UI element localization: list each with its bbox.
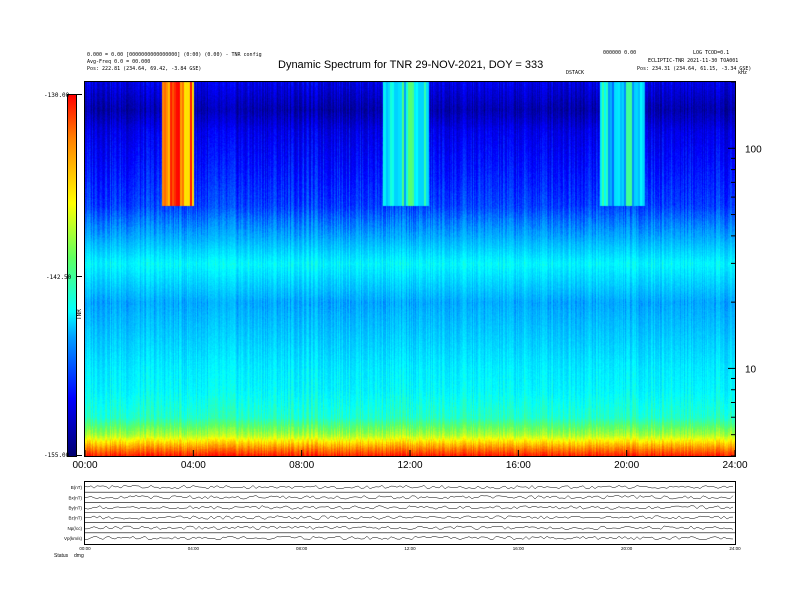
panel-trace-3 (84, 515, 734, 520)
panel-trace-2 (84, 505, 734, 510)
colorbar-tick-top (76, 94, 82, 95)
panel-x-tick-6: 24:00 (729, 546, 741, 551)
panel-x-tick-1: 04:00 (188, 546, 200, 551)
colorbar-bottom-label: -155.00 (44, 452, 70, 459)
meta-left-line-1: 0.000 = 0.00 [0000000000000000] (0:00) (… (87, 52, 262, 58)
footer-status-value: dmg (74, 553, 84, 559)
panel-trace-0 (84, 484, 734, 490)
colorbar-top-label: -130.00 (44, 92, 70, 99)
chart-title: Dynamic Spectrum for TNR 29-NOV-2021, DO… (278, 59, 544, 71)
x-tick-label-0: 00:00 (72, 460, 97, 471)
insitu-panel (84, 481, 736, 545)
colorbar-mid-label: -142.50 (46, 274, 72, 281)
panel-label-0: B(nT) (71, 485, 83, 490)
colorbar-tick-bottom (76, 455, 82, 456)
colorbar-tick-mid (76, 276, 82, 277)
meta-right-line-1: 000000 0.00 (603, 50, 637, 56)
panel-label-1: Bx(nT) (69, 495, 83, 500)
panel-label-2: By(nT) (69, 505, 83, 510)
panel-x-tick-3: 12:00 (404, 546, 416, 551)
panel-x-tick-5: 20:00 (621, 546, 633, 551)
panel-label-5: Vp(km/s) (64, 536, 83, 541)
panel-label-3: Bz(nT) (69, 516, 83, 521)
panel-x-tick-4: 16:00 (513, 546, 525, 551)
corner-unit-label: kHz (738, 70, 748, 76)
meta-left-line-3: Pos: 222.81 (234.64, 69.42, -3.84 GSE) (87, 66, 202, 72)
panel-trace-1 (84, 495, 734, 500)
meta-left-line-2: Avg-Freq 0.0 = 00.000 (87, 59, 151, 65)
panel-trace-5 (84, 535, 734, 541)
meta-right-line-4: Pos: 234.31 (234.64, 61.15, -3.34 GSE) (637, 66, 752, 72)
x-tick-label-4: 16:00 (506, 460, 531, 471)
panel-trace-4 (84, 525, 734, 530)
dynamic-spectrum-heatmap (84, 81, 736, 457)
x-tick-label-3: 12:00 (397, 460, 422, 471)
meta-right-line-3: ECLIPTIC-TNR 2021-11-30 TOA001 (648, 58, 739, 64)
footer-status-label: Status (54, 553, 69, 559)
meta-right-line-2: LOG TCOD=0.1 (693, 50, 730, 56)
colorbar (67, 94, 77, 457)
panel-x-tick-2: 08:00 (296, 546, 308, 551)
meta-center: DSTACK (566, 70, 585, 76)
panel-label-4: Np(/cc) (68, 526, 83, 531)
x-tick-label-5: 20:00 (614, 460, 639, 471)
panel-x-tick-0: 00:00 (79, 546, 91, 551)
y-tick-label-1: 10 (745, 364, 757, 375)
y-tick-label-0: 100 (745, 144, 762, 155)
x-tick-label-6: 24:00 (722, 460, 747, 471)
x-tick-label-2: 08:00 (289, 460, 314, 471)
x-tick-label-1: 04:00 (181, 460, 206, 471)
